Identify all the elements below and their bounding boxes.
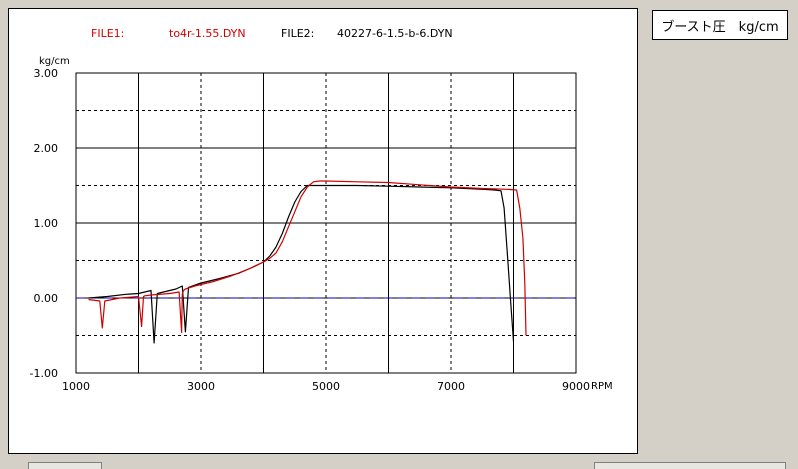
grid — [75, 72, 577, 374]
y-tick-label: 1.00 — [34, 217, 59, 230]
series-line-file2 — [88, 184, 515, 344]
boost-pressure-chart: 1000 3000 5000 7000 9000 -1.00 0.00 1.00 2.00 3.0… — [30, 27, 613, 393]
unit-label-box: ブースト圧 kg/cm — [652, 10, 788, 40]
tick-labels: 1000 3000 5000 7000 9000 -1.00 0.00 1.00 2.00 3.0… — [30, 67, 590, 393]
y-tick-label: 0.00 — [34, 292, 59, 305]
file2-name: 40227-6-1.5-b-6.DYN — [337, 27, 453, 40]
x-tick-label: 9000 — [562, 380, 590, 393]
series-line-file1 — [88, 180, 527, 336]
series-layer — [88, 180, 527, 344]
y-tick-label: 2.00 — [34, 142, 59, 155]
y-tick-label: 3.00 — [34, 67, 59, 80]
x-tick-label: 7000 — [437, 380, 465, 393]
x-axis-label: RPM — [591, 381, 613, 392]
x-tick-label: 1000 — [62, 380, 90, 393]
file1-name: to4r-1.55.DYN — [169, 27, 246, 40]
bottom-tab[interactable] — [28, 462, 102, 469]
unit-label: ブースト圧 kg/cm — [661, 19, 779, 35]
file1-label: FILE1: — [91, 27, 124, 40]
bottom-tab[interactable] — [594, 462, 786, 469]
bottom-strip — [0, 458, 798, 468]
file2-label: FILE2: — [281, 27, 314, 40]
y-tick-label: -1.00 — [30, 367, 58, 380]
chart-panel: 1000 3000 5000 7000 9000 -1.00 0.00 1.00 2.00 3.0… — [8, 8, 638, 454]
x-tick-label: 5000 — [312, 380, 340, 393]
x-tick-label: 3000 — [187, 380, 215, 393]
y-axis-label: kg/cm — [39, 56, 70, 67]
